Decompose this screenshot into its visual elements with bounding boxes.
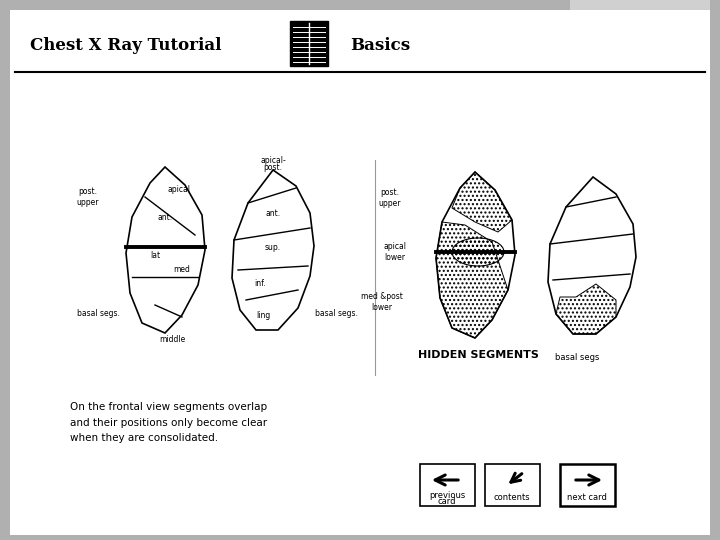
Text: basal segs.: basal segs. xyxy=(315,308,357,318)
Text: basal segs: basal segs xyxy=(555,353,599,361)
Text: middle: middle xyxy=(159,335,185,345)
Text: med: med xyxy=(174,266,190,274)
Bar xyxy=(485,464,540,506)
Text: On the frontal view segments overlap
and their positions only become clear
when : On the frontal view segments overlap and… xyxy=(70,402,267,443)
Text: post.: post. xyxy=(264,163,282,172)
Polygon shape xyxy=(126,167,205,333)
Text: apical-: apical- xyxy=(260,156,286,165)
Text: sup.: sup. xyxy=(265,244,281,253)
Text: previous: previous xyxy=(429,491,465,501)
Text: med &post
lower: med &post lower xyxy=(361,292,403,312)
Text: Chest X Ray Tutorial: Chest X Ray Tutorial xyxy=(30,37,222,53)
Text: ant.: ant. xyxy=(266,208,281,218)
Polygon shape xyxy=(232,170,314,330)
Text: Basics: Basics xyxy=(350,37,410,53)
Text: card: card xyxy=(438,497,456,507)
Text: next card: next card xyxy=(567,494,607,503)
Bar xyxy=(560,464,615,506)
Polygon shape xyxy=(10,10,710,535)
Polygon shape xyxy=(436,172,515,338)
Text: HIDDEN SEGMENTS: HIDDEN SEGMENTS xyxy=(418,350,539,360)
Polygon shape xyxy=(548,177,636,334)
Text: apical
lower: apical lower xyxy=(384,242,407,262)
Bar xyxy=(420,464,475,506)
Text: contents: contents xyxy=(494,494,531,503)
Text: post.
upper: post. upper xyxy=(379,188,401,208)
Text: post.
upper: post. upper xyxy=(77,187,99,207)
Text: ling: ling xyxy=(256,312,270,321)
Polygon shape xyxy=(570,0,710,10)
Text: ant.: ant. xyxy=(158,213,173,221)
Bar xyxy=(290,21,328,66)
Text: lat: lat xyxy=(150,251,160,260)
Text: apical: apical xyxy=(168,186,191,194)
Text: basal segs.: basal segs. xyxy=(76,308,120,318)
Text: inf.: inf. xyxy=(254,279,266,287)
